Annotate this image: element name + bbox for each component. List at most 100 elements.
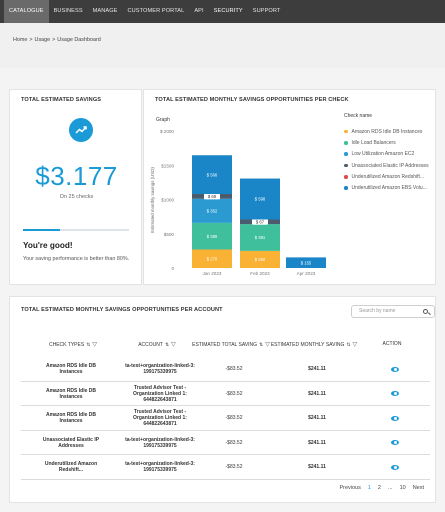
cell-monthly-saving: $241.11 [308, 366, 326, 373]
cell-account: ta-test+organization-linked-3: 199175339… [125, 363, 195, 376]
pagination-previous[interactable]: Previous [339, 485, 361, 491]
sort-icon[interactable]: ⇅ [164, 341, 170, 348]
nav-item-security[interactable]: SECURITY [213, 8, 243, 14]
bar-segment [240, 224, 280, 251]
filter-icon[interactable]: ▽ [352, 342, 358, 348]
savings-status: You're good! [23, 241, 73, 250]
sort-icon[interactable]: ⇅ [86, 341, 91, 348]
legend-label: Underutilized Amazon Redshift... [351, 173, 425, 180]
nav-item-manage[interactable]: MANAGE [92, 8, 118, 14]
cell-check-type: Amazon RDS Idle DB Instances [45, 387, 96, 400]
trending-up-icon [69, 118, 93, 142]
header-check-types[interactable]: CHECK TYPES ⇅ ▽ [32, 341, 114, 349]
pagination-page-1[interactable]: 1 [367, 485, 371, 491]
bar-data-label: $ 69 [208, 194, 217, 199]
cell-account: ta-test+organization-linked-3: 199175339… [125, 436, 195, 449]
eye-icon[interactable] [391, 440, 399, 446]
stacked-bar-chart: Graph 0 $500 $1000 $1500 $ 2000 Estimated mont… [150, 117, 326, 276]
savings-card: TOTAL ESTIMATED SAVINGS $3.177 On 25 che… [9, 89, 142, 285]
nav-item-customer-portal[interactable]: CUSTOMER PORTAL [127, 8, 185, 14]
eye-icon[interactable] [391, 415, 399, 421]
table-row: Amazon RDS Idle DB Instances Trusted Advi… [21, 382, 430, 407]
legend-item[interactable]: Unassociated Elastic IP Addresses [344, 160, 435, 171]
cell-check-type: Amazon RDS Idle DB Instances [45, 412, 96, 425]
cell-monthly-saving: $241.11 [308, 390, 326, 397]
bar-data-label: $ 155 [301, 260, 312, 265]
cell-monthly-saving: $241.11 [308, 464, 326, 471]
y-tick-label: $1000 [161, 198, 174, 203]
legend-item[interactable]: Idle Load Balancers [344, 137, 435, 148]
header-label: ESTIMATED MONTHLY SAVING [270, 341, 345, 348]
bar-data-label: $ 391 [255, 235, 266, 240]
header-estimated-monthly-saving[interactable]: ESTIMATED MONTHLY SAVING ⇅ ▽ [268, 341, 360, 349]
pagination-page-10[interactable]: 10 [399, 485, 406, 491]
savings-progress-bar [23, 229, 129, 231]
account-table-card: TOTAL ESTIMATED MONTHLY SAVINGS OPPORTUN… [9, 296, 436, 503]
pagination: Previous 1 2 ... 10 Next [339, 485, 424, 491]
legend-swatch [344, 186, 348, 190]
breadcrumb-current: Usage Dashboard [57, 37, 101, 43]
breadcrumb-home[interactable]: Home [13, 37, 28, 43]
bar-segment [192, 155, 232, 195]
graph-label: Graph [156, 117, 170, 123]
legend-item[interactable]: Amazon RDS Idle DB Instances [344, 126, 435, 137]
legend-label: Idle Load Balancers [351, 139, 396, 146]
cell-account: Trusted Advisor Test - Organization Link… [133, 409, 187, 428]
bar-data-label-box [204, 193, 220, 200]
eye-icon[interactable] [391, 464, 399, 470]
legend-label: Underutilized Amazon EBS Volu... [351, 185, 427, 192]
search-input[interactable]: Search by name [351, 305, 435, 318]
bar-segment [286, 257, 326, 268]
sort-icon[interactable]: ⇅ [259, 341, 264, 348]
legend-item[interactable]: Underutilized Amazon Redshift... [344, 171, 435, 182]
table-card-title: TOTAL ESTIMATED MONTHLY SAVINGS OPPORTUN… [21, 307, 223, 313]
savings-card-title: TOTAL ESTIMATED SAVINGS [21, 97, 102, 103]
nav-item-api[interactable]: API [194, 8, 204, 14]
nav-item-business[interactable]: BUSINESS [53, 8, 83, 14]
cell-account: ta-test+organization-linked-3: 199175339… [125, 461, 195, 474]
y-axis-label: Estimated monthly savings (USD) [150, 167, 155, 233]
pagination-next[interactable]: Next [412, 485, 424, 491]
bar-data-label: $ 250 [255, 257, 266, 262]
cell-action [365, 382, 425, 407]
legend-swatch [344, 163, 348, 168]
chart-legend: Amazon RDS Idle DB Instances Idle Load Ba… [344, 126, 435, 194]
legend-label: Low Utilization Amazon EC2 [351, 151, 415, 158]
chart-card-title: TOTAL ESTIMATED MONTHLY SAVINGS OPPORTUN… [155, 97, 349, 103]
legend-swatch [344, 129, 348, 134]
pagination-ellipsis: ... [387, 485, 393, 491]
sort-icon[interactable]: ⇅ [346, 341, 351, 348]
nav-item-support[interactable]: SUPPORT [252, 8, 281, 14]
eye-icon[interactable] [391, 366, 399, 372]
header-label: ACTION [382, 341, 402, 347]
x-tick-label: Feb 2023 [250, 271, 270, 276]
header-estimated-total-saving[interactable]: ESTIMATED TOTAL SAVING ⇅ ▽ [188, 341, 274, 349]
bar-segment [240, 178, 280, 220]
bar-segment [192, 222, 232, 250]
cell-total-saving: -$83.52 [225, 439, 243, 446]
cell-action [365, 455, 425, 480]
search-icon[interactable] [423, 308, 428, 314]
breadcrumb-usage[interactable]: Usage [34, 37, 51, 43]
bar-segment [192, 249, 232, 268]
legend-label: Amazon RDS Idle DB Instances [351, 128, 423, 135]
filter-icon[interactable]: ▽ [265, 342, 270, 348]
search-placeholder: Search by name [359, 308, 396, 314]
legend-title: Check name [344, 113, 373, 119]
cell-total-saving: -$83.52 [225, 390, 243, 397]
header-account[interactable]: ACCOUNT ⇅ ▽ [118, 341, 196, 349]
filter-icon[interactable]: ▽ [92, 342, 98, 348]
legend-label: Unassociated Elastic IP Addresses [351, 162, 429, 169]
savings-amount: $3.177 [35, 161, 118, 191]
bar-data-label: $ 270 [207, 256, 218, 261]
eye-icon[interactable] [391, 391, 399, 397]
pagination-page-2[interactable]: 2 [377, 485, 381, 491]
nav-item-catalogue[interactable]: CATALOGUE [4, 0, 49, 23]
legend-item[interactable]: Underutilized Amazon EBS Volu... [344, 182, 435, 193]
legend-swatch [344, 141, 348, 145]
bar-data-label: $ 67 [256, 219, 265, 224]
legend-swatch [344, 175, 348, 179]
legend-item[interactable]: Low Utilization Amazon EC2 [344, 149, 435, 160]
filter-icon[interactable]: ▽ [171, 342, 176, 348]
table-row: Amazon RDS Idle DB Instances Trusted Advi… [21, 406, 430, 431]
